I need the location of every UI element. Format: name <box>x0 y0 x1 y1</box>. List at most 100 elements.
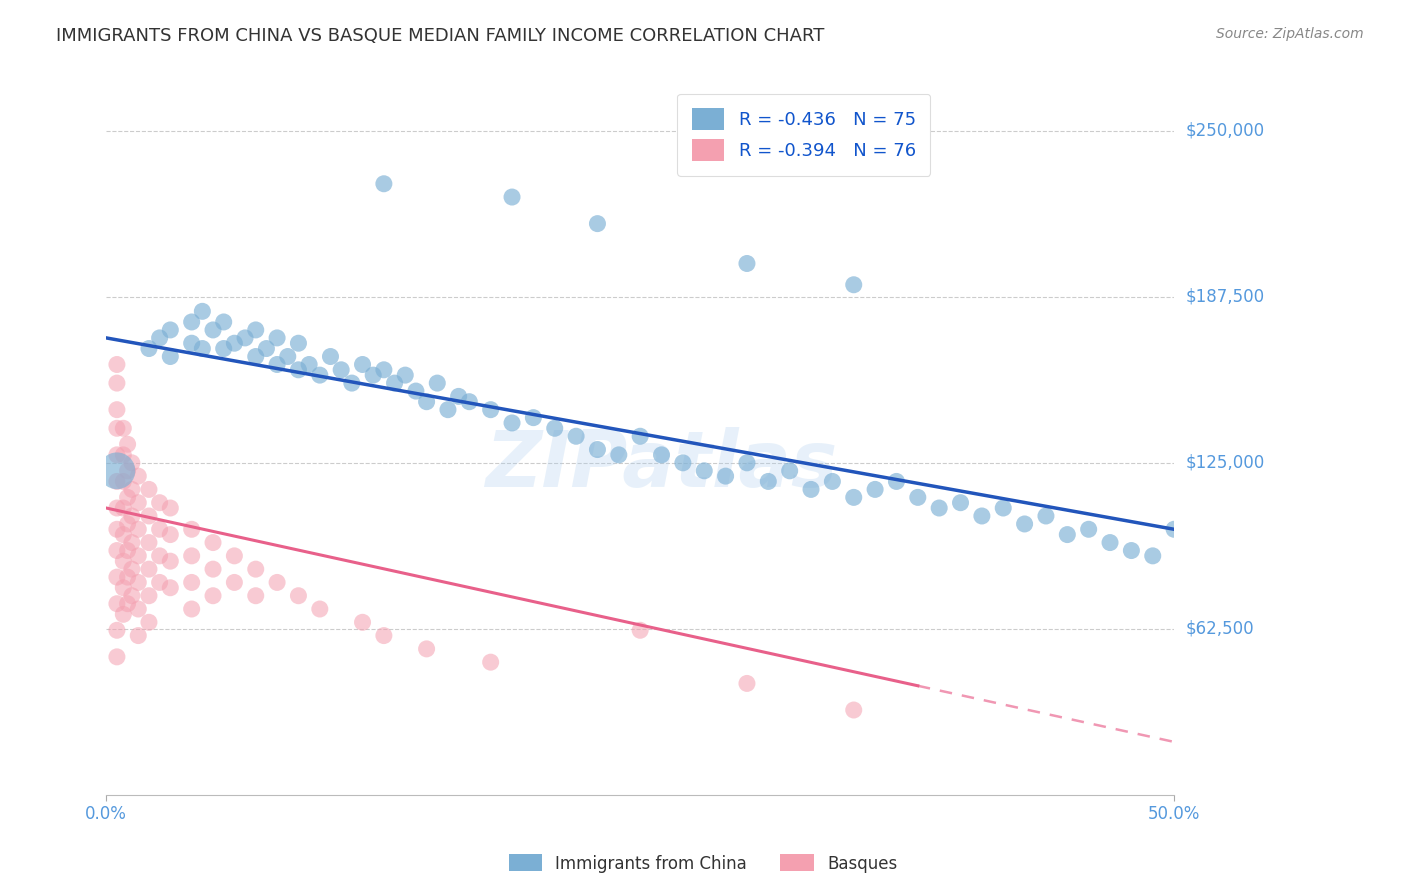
Point <box>319 350 342 364</box>
Point <box>287 336 309 351</box>
Point <box>105 570 128 584</box>
Point <box>479 402 502 417</box>
Point <box>821 475 844 489</box>
Point <box>180 522 202 536</box>
Point <box>149 575 172 590</box>
Text: $62,500: $62,500 <box>1185 620 1254 638</box>
Point <box>1121 543 1143 558</box>
Point <box>501 190 523 204</box>
Point <box>121 562 143 576</box>
Point <box>121 589 143 603</box>
Point <box>842 277 865 292</box>
Point <box>373 629 395 643</box>
Point <box>127 496 149 510</box>
Point <box>586 217 609 231</box>
Point <box>127 522 149 536</box>
Point <box>127 469 149 483</box>
Point <box>127 629 149 643</box>
Point <box>112 475 135 489</box>
Point <box>298 358 321 372</box>
Point <box>1098 535 1121 549</box>
Point <box>308 368 330 383</box>
Point <box>628 624 651 638</box>
Point <box>928 501 950 516</box>
Point <box>105 421 128 435</box>
Point <box>842 703 865 717</box>
Text: IMMIGRANTS FROM CHINA VS BASQUE MEDIAN FAMILY INCOME CORRELATION CHART: IMMIGRANTS FROM CHINA VS BASQUE MEDIAN F… <box>56 27 824 45</box>
Point <box>458 394 481 409</box>
Point <box>138 342 160 356</box>
Point <box>149 331 172 345</box>
Point <box>693 464 716 478</box>
Point <box>159 527 181 541</box>
Point <box>121 483 143 497</box>
Point <box>233 331 256 345</box>
Point <box>352 358 374 372</box>
Point <box>586 442 609 457</box>
Point <box>112 501 135 516</box>
Point <box>224 575 246 590</box>
Point <box>735 456 758 470</box>
Point <box>1077 522 1099 536</box>
Point <box>735 676 758 690</box>
Point <box>373 363 395 377</box>
Point <box>779 464 801 478</box>
Point <box>415 641 437 656</box>
Point <box>127 602 149 616</box>
Point <box>340 376 363 390</box>
Point <box>105 501 128 516</box>
Point <box>607 448 630 462</box>
Point <box>117 597 139 611</box>
Point <box>842 491 865 505</box>
Point <box>993 501 1015 516</box>
Point <box>105 402 128 417</box>
Point <box>245 589 267 603</box>
Point <box>117 491 139 505</box>
Point <box>863 483 886 497</box>
Point <box>127 575 149 590</box>
Point <box>1035 508 1057 523</box>
Point <box>149 496 172 510</box>
Point <box>121 508 143 523</box>
Point <box>224 549 246 563</box>
Point <box>191 304 214 318</box>
Point <box>112 527 135 541</box>
Point <box>159 501 181 516</box>
Point <box>384 376 406 390</box>
Point <box>180 602 202 616</box>
Point <box>522 410 544 425</box>
Point <box>245 562 267 576</box>
Point <box>266 358 288 372</box>
Point <box>544 421 567 435</box>
Point <box>105 448 128 462</box>
Point <box>159 554 181 568</box>
Point <box>105 624 128 638</box>
Point <box>202 535 225 549</box>
Point <box>266 331 288 345</box>
Point <box>330 363 353 377</box>
Point <box>180 575 202 590</box>
Text: Source: ZipAtlas.com: Source: ZipAtlas.com <box>1216 27 1364 41</box>
Point <box>159 323 181 337</box>
Point <box>117 437 139 451</box>
Point <box>112 607 135 622</box>
Point <box>121 535 143 549</box>
Point <box>628 429 651 443</box>
Point <box>1056 527 1078 541</box>
Point <box>138 615 160 630</box>
Point <box>394 368 416 383</box>
Point <box>266 575 288 590</box>
Point <box>127 549 149 563</box>
Point <box>202 323 225 337</box>
Point <box>756 475 779 489</box>
Point <box>138 562 160 576</box>
Point <box>373 177 395 191</box>
Point <box>361 368 384 383</box>
Point <box>159 581 181 595</box>
Point <box>105 464 128 478</box>
Point <box>105 358 128 372</box>
Point <box>112 448 135 462</box>
Text: $125,000: $125,000 <box>1185 454 1264 472</box>
Point <box>1142 549 1164 563</box>
Point <box>149 522 172 536</box>
